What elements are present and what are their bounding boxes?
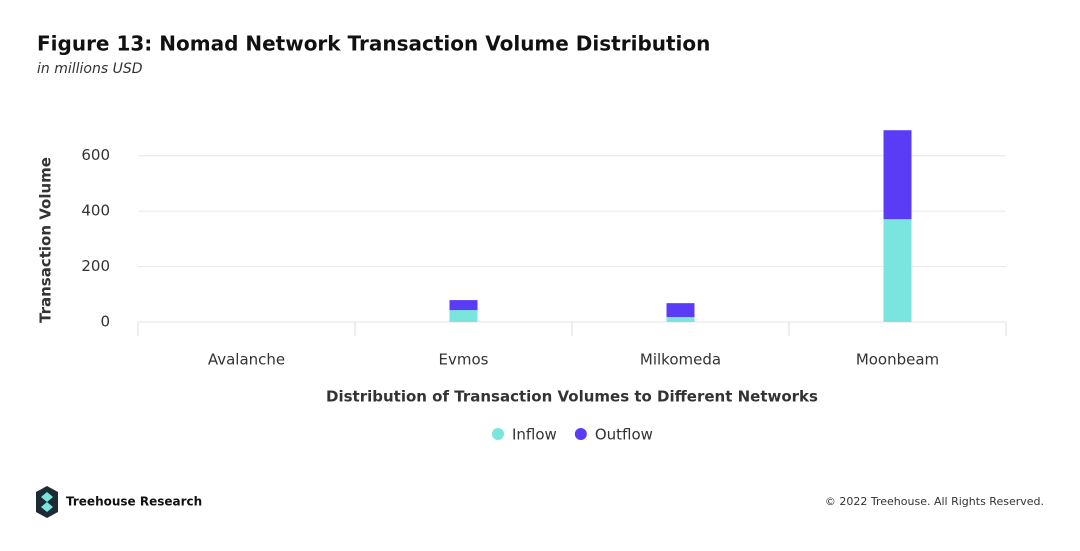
y-tick-label: 200	[81, 257, 110, 275]
x-tick-label: Evmos	[439, 351, 489, 369]
bar-segment	[666, 317, 695, 322]
bar-segment	[883, 130, 912, 220]
legend-label: Outflow	[595, 426, 653, 444]
bar-segment	[449, 310, 478, 322]
legend-marker	[492, 428, 504, 440]
x-tick-label: Moonbeam	[856, 351, 939, 369]
copyright: © 2022 Treehouse. All Rights Reserved.	[825, 495, 1044, 508]
legend-label: Inflow	[512, 426, 557, 444]
bar-segment	[883, 219, 912, 322]
y-tick-label: 400	[81, 202, 110, 220]
logo	[36, 486, 58, 518]
y-tick-label: 600	[81, 146, 110, 164]
y-tick-label: 0	[100, 313, 110, 331]
y-axis-label: Transaction Volume	[37, 157, 55, 323]
brand: Treehouse Research	[66, 495, 202, 509]
chart-subtitle: in millions USD	[37, 61, 143, 77]
bar-segment	[666, 303, 695, 318]
bar-segment	[449, 300, 478, 311]
x-tick-label: Milkomeda	[640, 351, 721, 369]
x-axis-label: Distribution of Transaction Volumes to D…	[326, 388, 818, 406]
x-tick-label: Avalanche	[208, 351, 285, 369]
chart-title: Figure 13: Nomad Network Transaction Vol…	[37, 32, 710, 56]
legend-marker	[574, 428, 587, 440]
